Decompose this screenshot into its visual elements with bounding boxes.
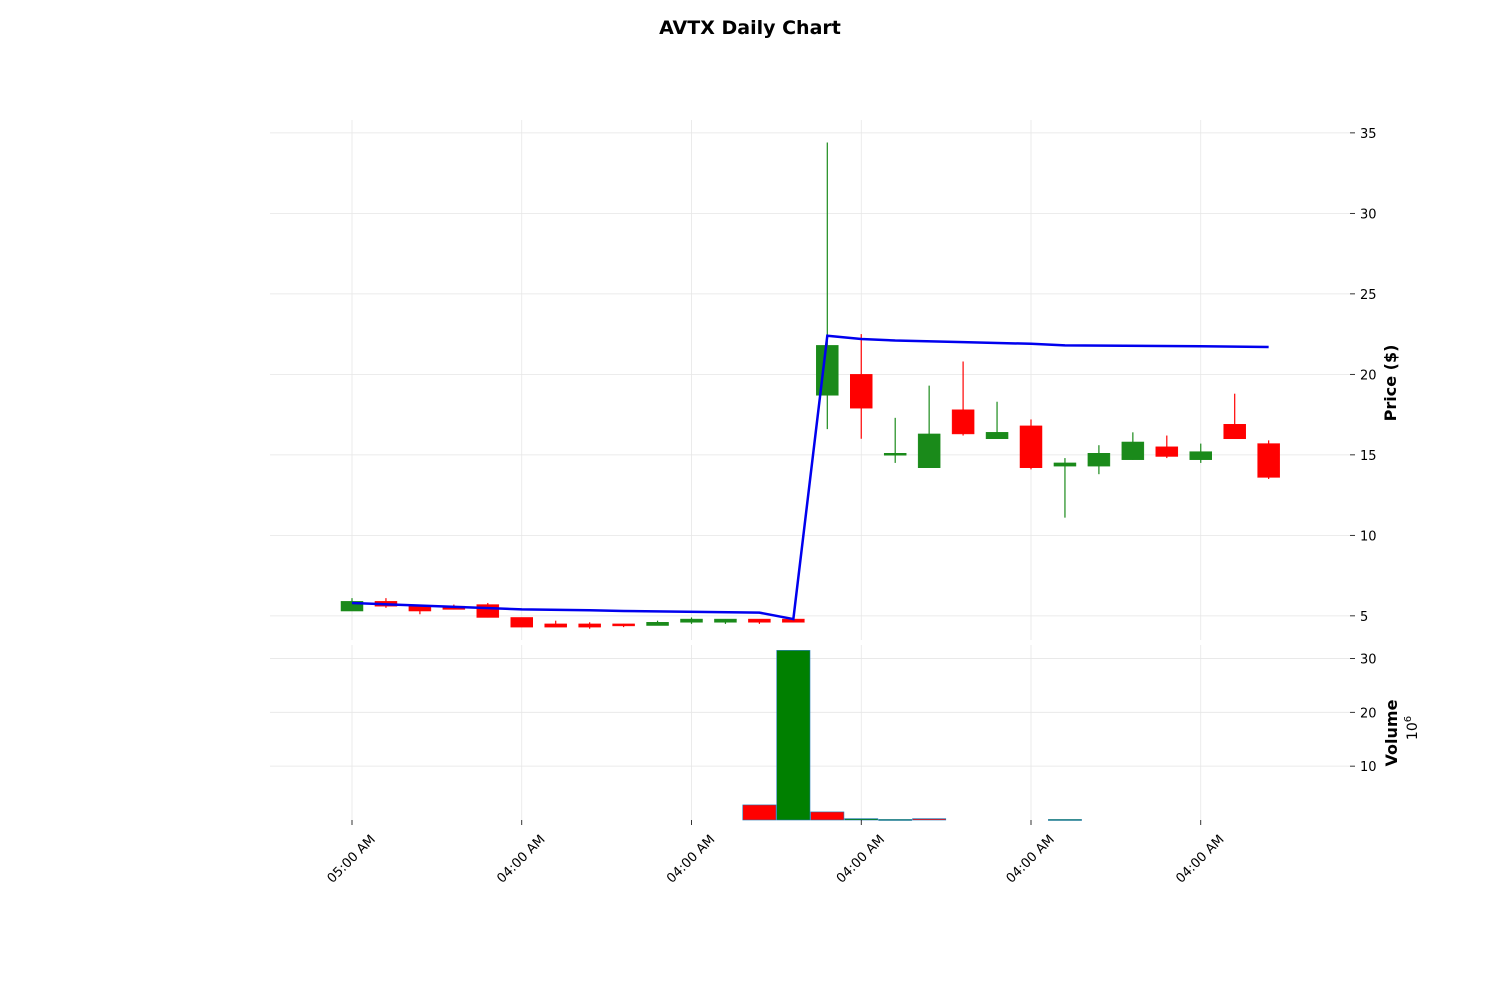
volume-bar [776, 650, 811, 821]
volume-bar [878, 819, 913, 821]
price-tick-label: 10 [1360, 529, 1377, 544]
candle-body [680, 618, 703, 623]
moving-average-layer [351, 334, 1269, 621]
moving-average-line [351, 334, 1269, 621]
candle-body [340, 601, 364, 612]
price-tick-label: 30 [1360, 207, 1377, 222]
price-tick-label: 20 [1360, 368, 1377, 383]
volume-tick-label: 10 [1360, 760, 1377, 775]
candle-body [1189, 451, 1212, 460]
price-tick-label: 35 [1360, 127, 1377, 142]
chart-title: AVTX Daily Chart [659, 17, 841, 39]
volume-axis-label: Volume [1382, 699, 1401, 766]
candle-body [714, 618, 737, 623]
x-tick-label: 04:00 AM [664, 832, 718, 886]
candle-body [816, 345, 839, 396]
candle-body [883, 453, 907, 456]
volume-bar [1048, 819, 1082, 821]
price-tick-label: 25 [1360, 288, 1377, 303]
price-tick-label: 15 [1360, 449, 1377, 464]
candle-body [476, 604, 500, 618]
candle-body [917, 433, 941, 468]
x-tick-label: 05:00 AM [325, 832, 379, 886]
volume-axis-multiplier: 106 [1403, 716, 1421, 740]
candle-body [544, 623, 567, 628]
x-tick-label: 04:00 AM [1173, 832, 1227, 886]
volume-bar [742, 804, 777, 821]
volume-bar [844, 818, 879, 821]
price-axis-label: Price ($) [1381, 345, 1400, 422]
candle-body [1155, 446, 1179, 457]
candle-body [1223, 424, 1246, 440]
candle-body [1121, 441, 1145, 460]
candle-body [748, 618, 771, 623]
candle-body [1019, 425, 1043, 468]
volume-layer [742, 650, 1082, 821]
x-tick-label: 04:00 AM [494, 832, 548, 886]
candle-body [1257, 443, 1280, 478]
volume-bar [810, 811, 845, 821]
candle-body [578, 623, 601, 628]
volume-tick-label: 20 [1360, 706, 1377, 721]
x-tick-label: 04:00 AM [1004, 832, 1058, 886]
candle-body [985, 432, 1009, 440]
candle-body [850, 374, 873, 409]
volume-bar [912, 818, 947, 821]
candle-layer [340, 142, 1280, 629]
axis-layer: 5 10 15 20 25 30 35 10 20 30 05:00 AM 04:00 AM 04:00… [325, 127, 1377, 887]
volume-tick-label: 30 [1360, 652, 1377, 667]
candle-body [612, 623, 635, 627]
price-tick-label: 5 [1360, 610, 1368, 625]
x-tick-label: 04:00 AM [834, 832, 888, 886]
candle-body [951, 409, 975, 435]
candle-body [646, 622, 669, 626]
candle-body [1087, 453, 1111, 467]
candle-body [510, 617, 533, 628]
candle-body [1053, 462, 1077, 467]
